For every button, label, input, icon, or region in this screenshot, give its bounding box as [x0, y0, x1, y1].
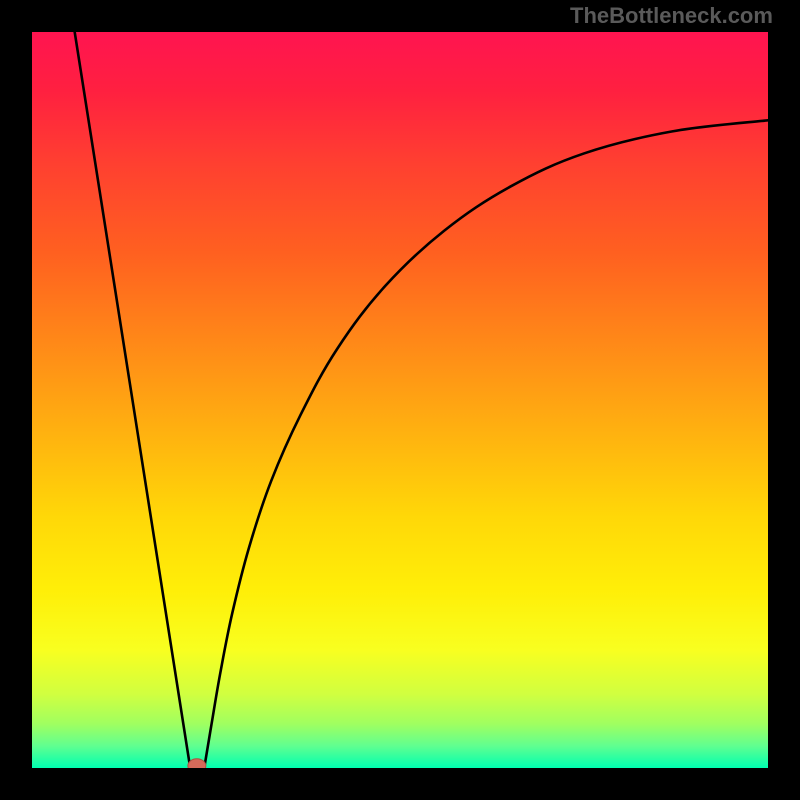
optimal-point-marker	[188, 759, 206, 768]
figure-container: TheBottleneck.com	[0, 0, 800, 800]
curve-overlay	[32, 32, 768, 768]
bottleneck-curve	[75, 32, 768, 768]
chart-frame	[32, 32, 768, 768]
watermark-label: TheBottleneck.com	[570, 3, 773, 29]
